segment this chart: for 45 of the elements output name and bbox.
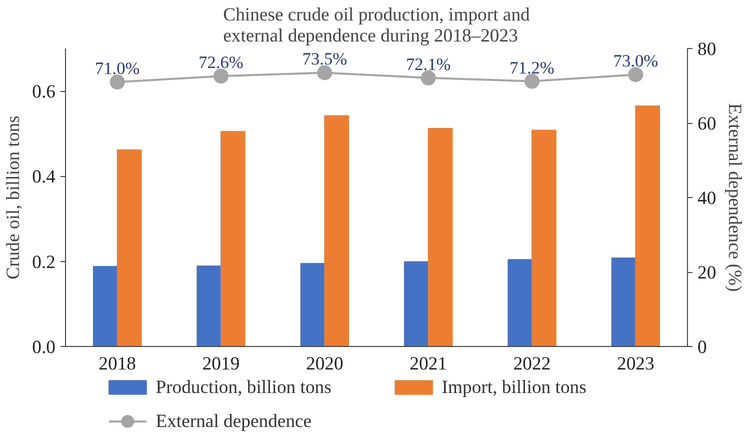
bar — [300, 262, 326, 346]
bar — [635, 105, 660, 346]
chart-title: Chinese crude oil production, import and external dependence during 2018–2023 — [223, 4, 531, 46]
legend-label: Production, billion tons — [156, 376, 332, 398]
y-tick-label: 0.6 — [32, 82, 56, 103]
point — [420, 70, 436, 86]
y2-tick-label: 80 — [698, 39, 716, 60]
data-label: 71.0% — [94, 59, 140, 78]
y-tick-label: 0.4 — [32, 166, 56, 188]
bar — [404, 261, 429, 346]
legend-label: External dependence — [156, 410, 312, 432]
y2-tick-label: 0 — [698, 337, 707, 358]
bar — [508, 259, 532, 346]
data-label: 73.0% — [613, 52, 658, 71]
legend-label: Import, billion tons — [442, 376, 586, 398]
x-tick-label: 2019 — [202, 354, 240, 374]
bar — [532, 130, 556, 346]
bar — [92, 266, 118, 346]
text: 0.0 — [32, 337, 56, 358]
y-axis-title: Crude oil, billion tons — [3, 116, 24, 280]
data-label: 72.1% — [406, 54, 451, 74]
point — [628, 67, 644, 82]
x-tick-label: 2022 — [513, 354, 551, 374]
point — [524, 74, 540, 89]
y2-axis-title: External dependence (%) — [724, 103, 746, 292]
y2-tick-label: 40 — [698, 188, 716, 209]
bar — [324, 115, 350, 346]
x-tick-label: 2023 — [617, 354, 654, 374]
x-tick-label: 2018 — [98, 354, 136, 374]
point — [110, 74, 125, 90]
point — [317, 65, 332, 80]
bar — [220, 131, 246, 346]
data-label: 73.5% — [302, 50, 348, 69]
data-label: 71.2% — [510, 58, 554, 78]
x-tick-label: 2020 — [306, 354, 344, 374]
y-tick-label: 0.2 — [32, 252, 56, 273]
x-tick-label: 2021 — [410, 354, 447, 374]
bar — [196, 266, 222, 346]
point — [214, 68, 228, 84]
y2-tick-label: 20 — [698, 262, 716, 284]
bar — [428, 128, 453, 346]
bar — [611, 257, 636, 346]
y2-tick-label: 60 — [698, 114, 716, 134]
bar — [116, 149, 142, 346]
data-label: 72.6% — [198, 53, 244, 72]
